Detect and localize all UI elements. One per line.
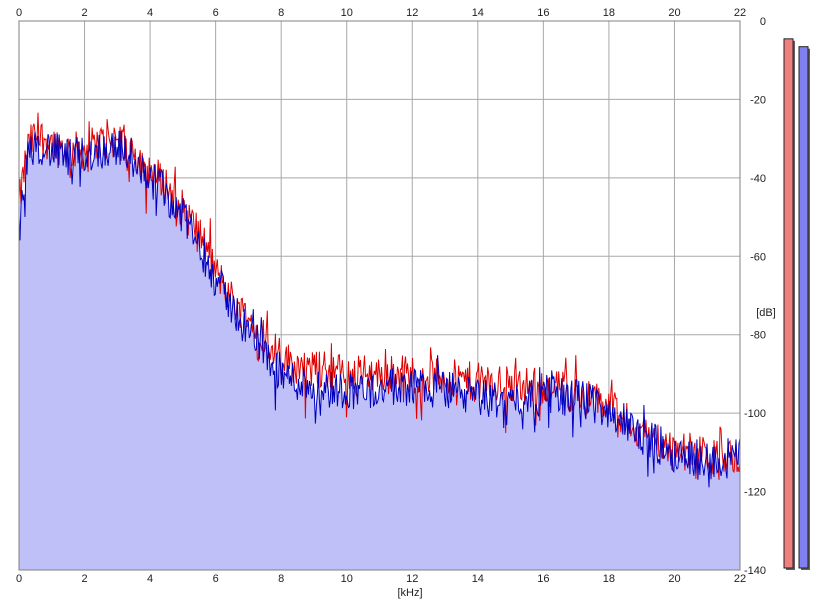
x-tick-label-bottom: 22 bbox=[734, 573, 746, 585]
x-tick-label-top: 16 bbox=[537, 7, 549, 19]
x-tick-label-top: 18 bbox=[603, 7, 615, 19]
x-tick-label-top: 2 bbox=[81, 7, 87, 19]
x-tick-label-bottom: 18 bbox=[603, 573, 615, 585]
x-tick-labels-bottom: 0 2 4 6 8 10 12 14 16 18 20 22 bbox=[16, 573, 746, 585]
level-meter-bar-1 bbox=[783, 38, 794, 569]
y-tick-label: -100 bbox=[744, 408, 766, 420]
x-tick-label-bottom: 6 bbox=[213, 573, 219, 585]
x-tick-label-top: 12 bbox=[406, 7, 418, 19]
x-tick-label-bottom: 2 bbox=[81, 573, 87, 585]
spectrum-fill-area bbox=[19, 130, 740, 571]
x-tick-label-top: 0 bbox=[16, 7, 22, 19]
level-meters bbox=[783, 38, 810, 571]
x-tick-label-bottom: 12 bbox=[406, 573, 418, 585]
x-tick-label-bottom: 4 bbox=[147, 573, 153, 585]
x-tick-label-top: 6 bbox=[213, 7, 219, 19]
x-tick-label-bottom: 0 bbox=[16, 573, 22, 585]
y-tick-label: 0 bbox=[760, 16, 766, 28]
plot-frame bbox=[18, 20, 741, 571]
y-tick-label: -120 bbox=[744, 487, 766, 499]
x-tick-label-bottom: 8 bbox=[278, 573, 284, 585]
x-tick-label-bottom: 20 bbox=[668, 573, 680, 585]
y-tick-label: -20 bbox=[750, 94, 766, 106]
x-tick-label-top: 4 bbox=[147, 7, 153, 19]
level-meter-bar-2 bbox=[798, 46, 809, 569]
x-axis-unit: [kHz] bbox=[397, 587, 422, 599]
y-tick-labels-right: 0 -20 -40 -60 -80 -100 -120 -140 bbox=[744, 16, 766, 577]
x-tick-label-top: 8 bbox=[278, 7, 284, 19]
x-tick-label-top: 10 bbox=[341, 7, 353, 19]
y-axis-unit: [dB] bbox=[756, 307, 776, 319]
x-tick-label-top: 22 bbox=[734, 7, 746, 19]
y-tick-label: -80 bbox=[750, 330, 766, 342]
plot-area bbox=[18, 20, 741, 571]
y-tick-label: -40 bbox=[750, 173, 766, 185]
y-tick-label: -140 bbox=[744, 565, 766, 577]
x-tick-labels-top: 0 2 4 6 8 10 12 14 16 18 20 22 bbox=[16, 7, 746, 19]
x-tick-label-bottom: 16 bbox=[537, 573, 549, 585]
x-tick-label-bottom: 10 bbox=[341, 573, 353, 585]
series-lines bbox=[18, 112, 741, 488]
x-tick-label-top: 20 bbox=[668, 7, 680, 19]
x-tick-label-bottom: 14 bbox=[472, 573, 484, 585]
series-line-2 bbox=[18, 130, 741, 488]
x-tick-label-top: 14 bbox=[472, 7, 484, 19]
y-tick-label: -60 bbox=[750, 251, 766, 263]
